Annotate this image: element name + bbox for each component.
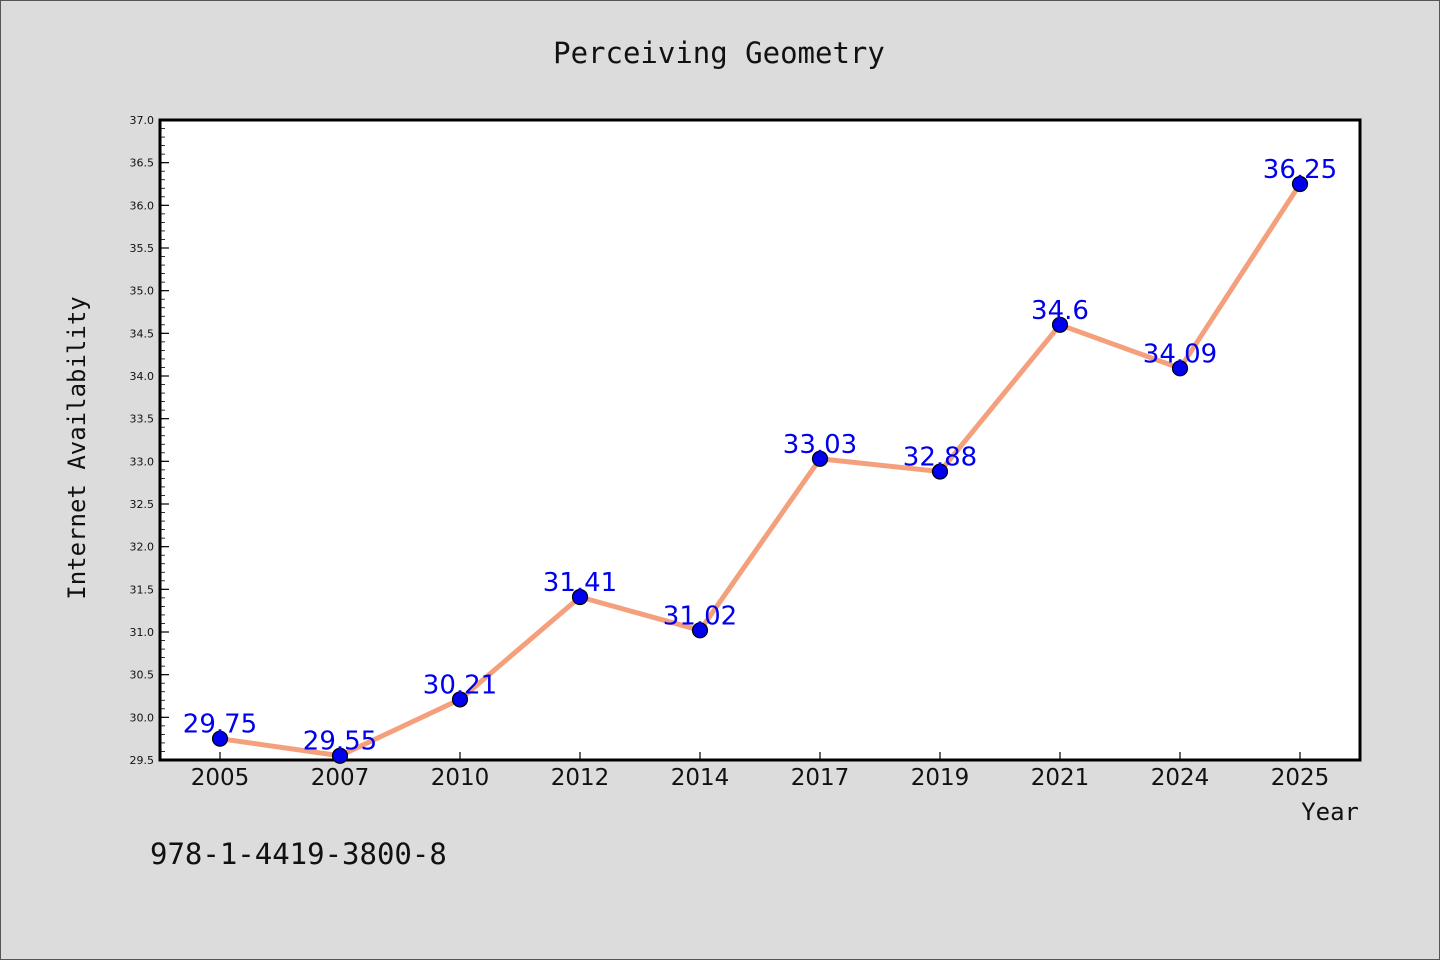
data-label: 34.09 xyxy=(1143,339,1217,369)
plot-area xyxy=(158,118,1362,762)
y-tick-label: 35.5 xyxy=(130,242,155,255)
y-tick-label: 35.0 xyxy=(130,285,155,298)
x-tick-label: 2021 xyxy=(1031,765,1090,791)
y-tick-label: 36.0 xyxy=(130,199,155,212)
x-tick-label: 2017 xyxy=(791,765,850,791)
y-tick-label: 32.0 xyxy=(130,541,155,554)
x-tick-label: 2014 xyxy=(671,765,730,791)
y-axis-label: Internet Availability xyxy=(63,296,91,599)
x-axis: 2005 2007 2010 2012 2014 2017 2019 2021 2024 2025 xyxy=(191,752,1330,791)
series-markers xyxy=(211,175,1309,764)
data-label: 31.41 xyxy=(543,568,617,598)
y-axis: 29.5 30.0 30.5 31.0 31.5 32.0 32.5 33.0 33.5 34.0… xyxy=(130,114,169,767)
data-label: 32.88 xyxy=(903,443,977,473)
data-point xyxy=(571,588,589,606)
x-tick-label: 2012 xyxy=(551,765,610,791)
y-tick-label: 34.5 xyxy=(130,327,155,340)
chart-title: Perceiving Geometry xyxy=(553,36,885,70)
data-point xyxy=(1291,175,1309,193)
y-tick-label: 31.0 xyxy=(130,626,155,639)
y-tick-label: 30.5 xyxy=(130,669,155,682)
data-point xyxy=(1051,316,1069,333)
y-tick-label: 36.5 xyxy=(130,157,155,170)
y-tick-label: 31.5 xyxy=(130,583,155,596)
data-label: 30.21 xyxy=(423,670,497,700)
data-label: 33.03 xyxy=(783,430,857,460)
y-tick-label: 34.0 xyxy=(130,370,155,383)
data-labels: 29.75 29.55 30.21 31.41 31.02 33.03 32.88 34.6 3… xyxy=(183,155,1337,757)
data-label: 31.02 xyxy=(663,601,737,631)
data-point xyxy=(691,622,709,639)
data-point xyxy=(451,691,469,708)
data-label: 29.75 xyxy=(183,710,257,740)
data-point xyxy=(1171,360,1189,377)
x-tick-label: 2025 xyxy=(1271,765,1330,791)
data-label: 34.6 xyxy=(1031,296,1089,326)
y-tick-label: 32.5 xyxy=(130,498,155,511)
y-tick-label: 30.0 xyxy=(130,711,155,724)
y-tick-label: 33.5 xyxy=(130,413,155,426)
series-line xyxy=(217,181,1303,759)
x-axis-label: Year xyxy=(1301,798,1359,826)
data-label: 36.25 xyxy=(1263,155,1337,185)
y-tick-label: 33.0 xyxy=(130,455,155,468)
data-point xyxy=(331,747,349,764)
x-tick-label: 2019 xyxy=(911,765,970,791)
data-point xyxy=(811,450,829,467)
x-tick-label: 2005 xyxy=(191,765,250,791)
x-tick-label: 2007 xyxy=(311,765,370,791)
data-point xyxy=(211,730,229,747)
data-point xyxy=(931,463,949,480)
data-label: 29.55 xyxy=(303,727,377,757)
x-tick-label: 2024 xyxy=(1151,765,1210,791)
x-tick-label: 2010 xyxy=(431,765,490,791)
y-tick-label: 29.5 xyxy=(130,754,155,767)
isbn-text: 978-1-4419-3800-8 xyxy=(150,837,447,871)
y-tick-label: 37.0 xyxy=(130,114,155,127)
